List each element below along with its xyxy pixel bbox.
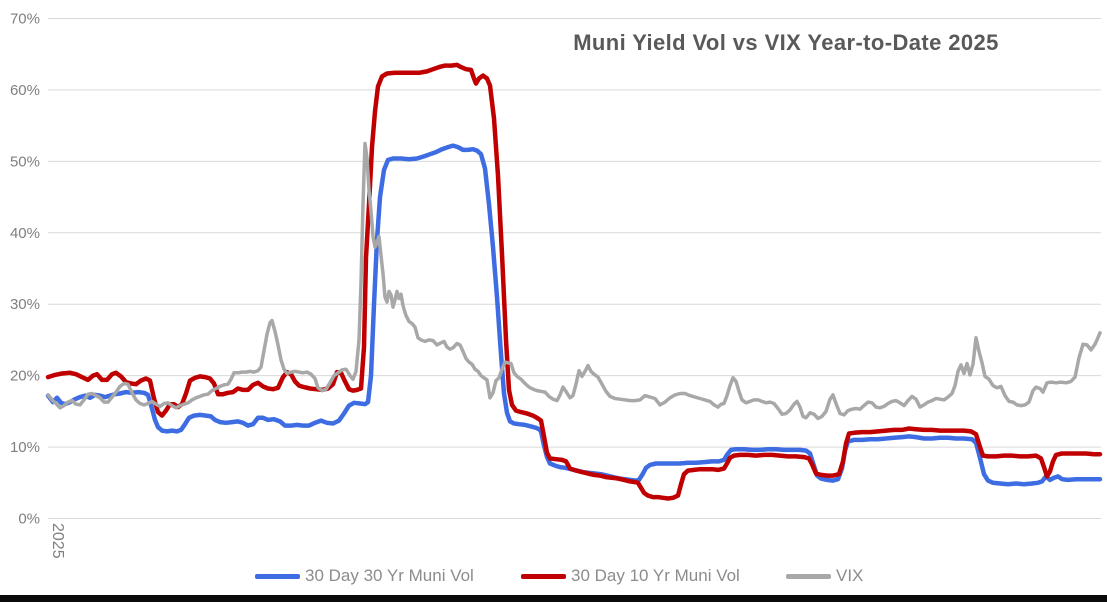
legend-label-10yr-muni: 30 Day 10 Yr Muni Vol: [571, 566, 740, 585]
x-axis-label: 2025: [49, 523, 66, 559]
bottom-edge-bar: [0, 595, 1107, 602]
chart-title: Muni Yield Vol vs VIX Year-to-Date 2025: [573, 30, 999, 55]
series-line-vix: [46, 141, 1102, 421]
series-line-30yr-muni: [45, 143, 1103, 487]
legend-label-vix: VIX: [836, 566, 864, 585]
legend: 30 Day 30 Yr Muni Vol 30 Day 10 Yr Muni …: [0, 566, 1107, 588]
legend-label-30yr-muni: 30 Day 30 Yr Muni Vol: [305, 566, 474, 585]
legend-swatch-10yr-muni: [521, 573, 566, 579]
legend-item-10yr-muni: 30 Day 10 Yr Muni Vol: [521, 566, 740, 586]
y-axis-tick-label-10: 10%: [10, 439, 40, 456]
y-axis-tick-label-60: 60%: [10, 82, 40, 99]
legend-swatch-vix: [786, 573, 831, 579]
y-axis-tick-label-40: 40%: [10, 225, 40, 242]
y-axis-tick-label-70: 70%: [10, 11, 40, 28]
y-axis-tick-label-30: 30%: [10, 296, 40, 313]
y-axis-tick-label-0: 0%: [18, 511, 40, 528]
y-axis-tick-label-20: 20%: [10, 368, 40, 385]
y-axis-tick-label-50: 50%: [10, 153, 40, 170]
legend-item-30yr-muni: 30 Day 30 Yr Muni Vol: [255, 566, 474, 586]
series-line-10yr-muni: [45, 62, 1103, 501]
legend-swatch-30yr-muni: [255, 573, 300, 579]
legend-item-vix: VIX: [786, 566, 863, 586]
